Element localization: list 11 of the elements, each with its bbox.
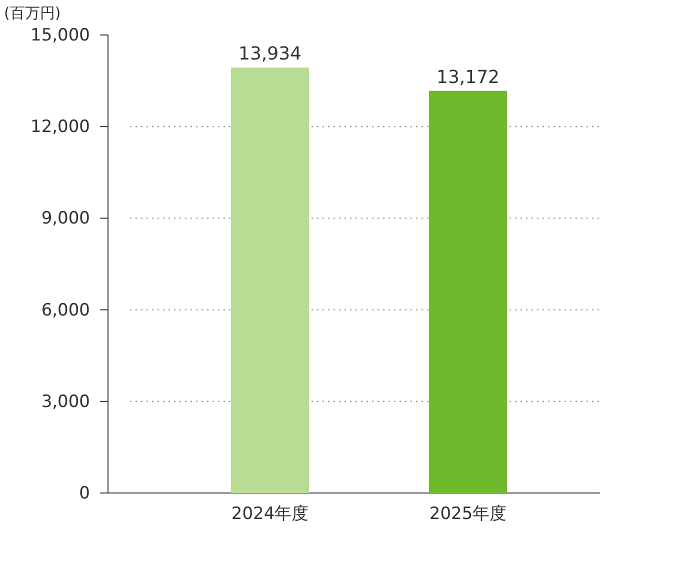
y-tick-label: 9,000 [41,208,90,229]
x-tick-label: 2025年度 [429,504,507,524]
data-label: 13,934 [238,44,302,65]
x-tick-label: 2024年度 [231,504,309,524]
y-tick-label: 0 [79,483,90,504]
y-tick-label: 6,000 [41,300,90,320]
data-label: 13,172 [436,66,500,88]
y-tick-label: 3,000 [41,392,90,412]
y-tick-label: 12,000 [30,117,90,138]
y-axis-title: (百万円) [4,4,61,22]
y-tick-label: 15,000 [30,25,90,46]
